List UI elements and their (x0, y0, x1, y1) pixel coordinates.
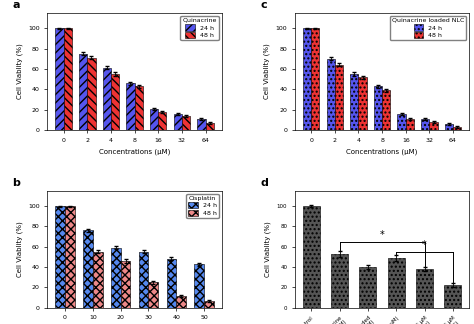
Bar (421, 119, 429, 130)
Text: *: * (380, 230, 384, 240)
Bar (358, 77, 367, 130)
Bar (103, 68, 111, 130)
Text: a: a (12, 0, 20, 10)
Bar (158, 112, 166, 130)
Bar (55, 28, 64, 130)
Bar (79, 54, 87, 130)
Bar (331, 254, 348, 308)
Text: b: b (12, 178, 20, 188)
Bar (121, 261, 130, 308)
Bar (204, 301, 214, 308)
Bar (166, 259, 176, 308)
Bar (135, 86, 143, 130)
Bar (197, 119, 206, 130)
Bar (83, 230, 93, 308)
Y-axis label: Cell Viablity (%): Cell Viablity (%) (16, 221, 23, 277)
Bar (335, 65, 343, 130)
X-axis label: Concentrations (μM): Concentrations (μM) (346, 148, 418, 155)
Bar (148, 282, 158, 308)
Bar (388, 258, 405, 308)
Legend: 24 h, 48 h: 24 h, 48 h (390, 16, 466, 40)
Bar (126, 83, 135, 130)
Bar (87, 58, 96, 130)
Bar (303, 206, 320, 308)
Bar (139, 252, 148, 308)
Bar (382, 90, 391, 130)
Text: *: * (422, 240, 427, 250)
Bar (64, 28, 72, 130)
Bar (93, 252, 102, 308)
Bar (303, 28, 311, 130)
X-axis label: Concentrations (μM): Concentrations (μM) (99, 148, 170, 155)
Text: d: d (260, 178, 268, 188)
Y-axis label: Cell Viablity (%): Cell Viablity (%) (16, 44, 23, 99)
Bar (65, 206, 75, 308)
Bar (194, 264, 204, 308)
Bar (111, 74, 119, 130)
Bar (444, 285, 461, 308)
Bar (173, 114, 182, 130)
Bar (182, 116, 190, 130)
Bar (453, 127, 461, 130)
Bar (374, 86, 382, 130)
Bar (311, 28, 319, 130)
Bar (350, 74, 358, 130)
Bar (398, 114, 406, 130)
Bar (429, 122, 438, 130)
Legend: 24 h, 48 h: 24 h, 48 h (181, 16, 219, 40)
Bar (416, 269, 433, 308)
Bar (359, 267, 376, 308)
Bar (327, 59, 335, 130)
Bar (55, 206, 65, 308)
Bar (111, 248, 121, 308)
Y-axis label: Cell Viablity (%): Cell Viablity (%) (264, 44, 270, 99)
Text: c: c (260, 0, 267, 10)
Bar (150, 109, 158, 130)
Y-axis label: Cell Viablity (%): Cell Viablity (%) (265, 221, 271, 277)
Bar (406, 119, 414, 130)
Bar (176, 295, 186, 308)
Bar (445, 124, 453, 130)
Bar (206, 123, 214, 130)
Legend: 24 h, 48 h: 24 h, 48 h (186, 194, 219, 218)
